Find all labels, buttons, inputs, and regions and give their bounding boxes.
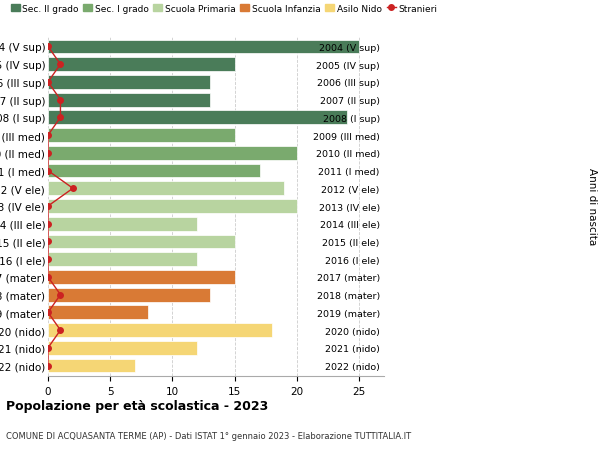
Bar: [48, 200, 297, 213]
Bar: [48, 270, 235, 284]
Bar: [48, 164, 260, 178]
Text: Popolazione per età scolastica - 2023: Popolazione per età scolastica - 2023: [6, 399, 268, 412]
Bar: [48, 288, 210, 302]
Bar: [48, 324, 272, 337]
Bar: [48, 253, 197, 267]
Bar: [48, 306, 148, 319]
Bar: [48, 235, 235, 249]
Bar: [48, 359, 135, 373]
Bar: [48, 146, 297, 160]
Bar: [48, 111, 347, 125]
Bar: [48, 58, 235, 72]
Bar: [48, 218, 197, 231]
Bar: [48, 94, 210, 107]
Bar: [48, 76, 210, 90]
Legend: Sec. II grado, Sec. I grado, Scuola Primaria, Scuola Infanzia, Asilo Nido, Stran: Sec. II grado, Sec. I grado, Scuola Prim…: [11, 5, 437, 13]
Bar: [48, 129, 235, 143]
Bar: [48, 341, 197, 355]
Bar: [48, 182, 284, 196]
Text: Anni di nascita: Anni di nascita: [587, 168, 597, 245]
Text: COMUNE DI ACQUASANTA TERME (AP) - Dati ISTAT 1° gennaio 2023 - Elaborazione TUTT: COMUNE DI ACQUASANTA TERME (AP) - Dati I…: [6, 431, 411, 441]
Bar: [48, 40, 359, 54]
